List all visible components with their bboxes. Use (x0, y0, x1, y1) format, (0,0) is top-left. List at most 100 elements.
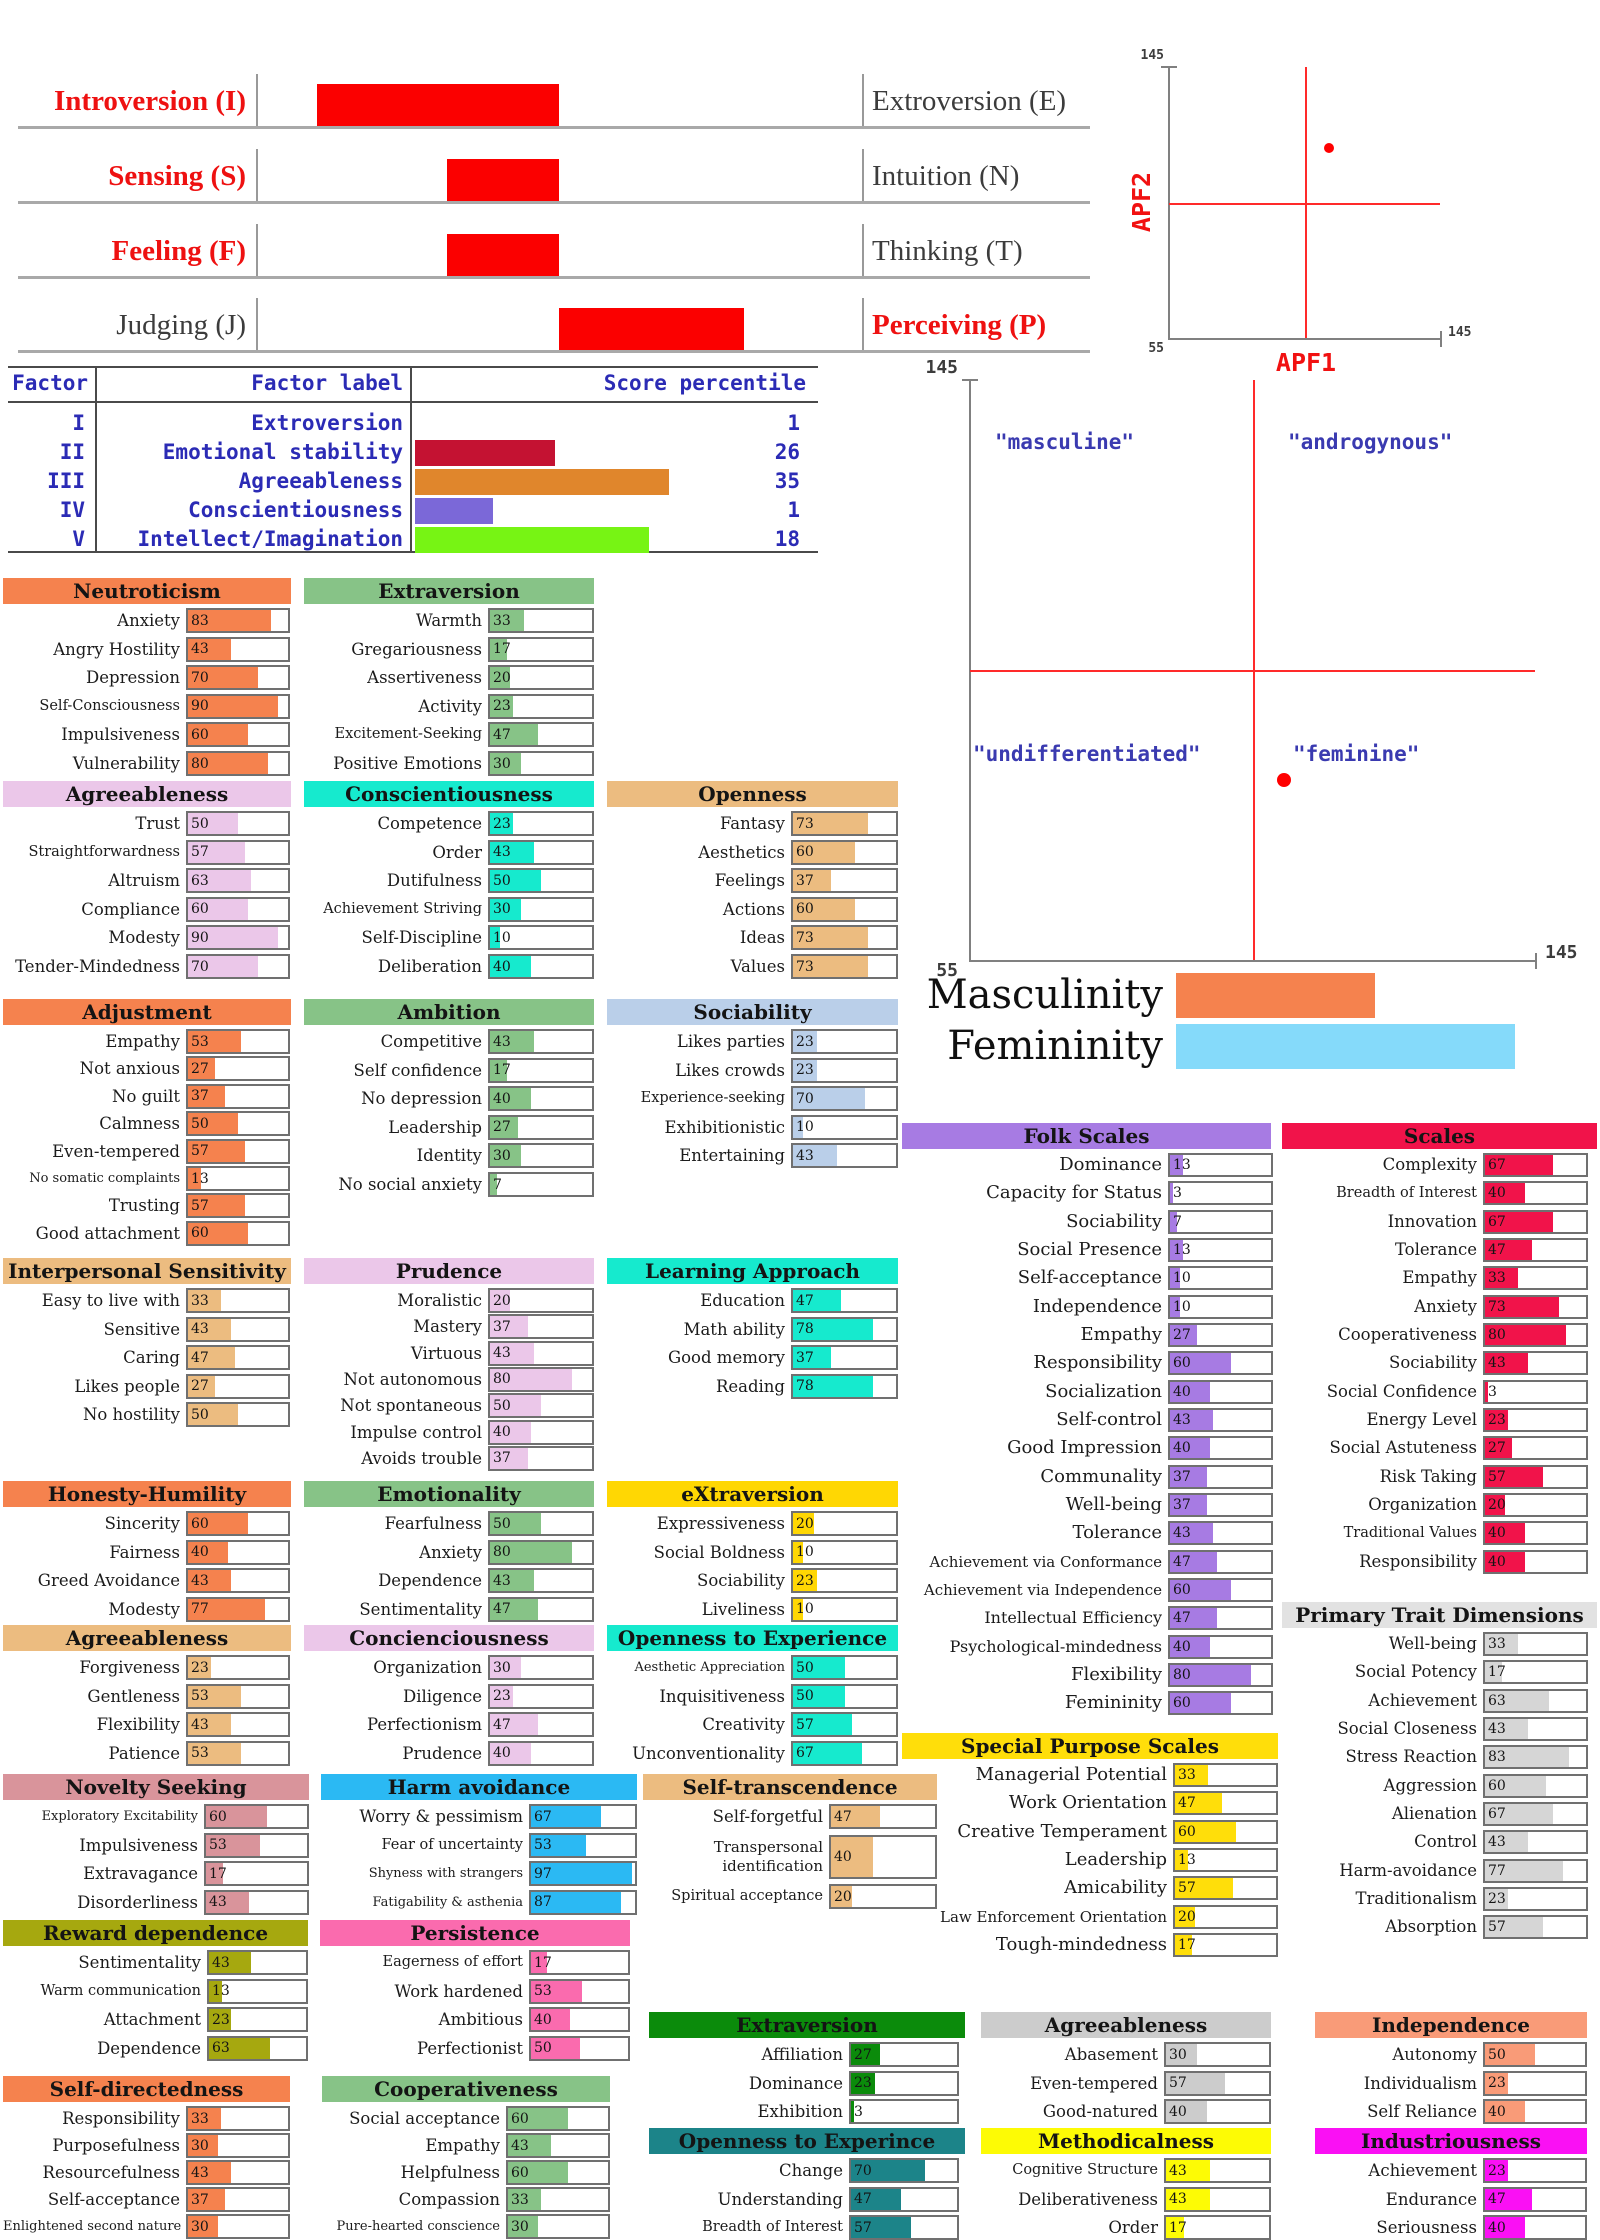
trait-value: 57 (854, 2219, 872, 2236)
panel-title-hogan_sociability: Sociability (607, 999, 898, 1025)
trait-bar-track: 57 (791, 1712, 898, 1738)
factor-table-header: Score percentile (603, 371, 806, 395)
trait-label: Depression (86, 668, 180, 688)
trait-label: Impulsiveness (61, 725, 180, 745)
trait-bar-track: 47 (1168, 1606, 1273, 1631)
panel-title-hex_emotionality: Emotionality (304, 1481, 594, 1507)
trait-value: 43 (493, 1572, 511, 1589)
trait-bar-track: 40 (529, 2007, 630, 2033)
trait-label: Psychological-mindedness (949, 1636, 1162, 1656)
factor-numeral: I (72, 411, 85, 435)
trait-label: Intellectual Efficiency (984, 1608, 1162, 1628)
trait-label: Impulse control (350, 1422, 482, 1442)
trait-bar-fill (188, 1513, 248, 1534)
trait-bar-fill (188, 2108, 221, 2129)
gender-score-bar (1176, 973, 1375, 1018)
trait-bar-track: 30 (488, 751, 594, 776)
trait-bar-fill (793, 1685, 845, 1707)
trait-label: Unconventionality (632, 1743, 785, 1763)
trait-bar-track: 10 (488, 925, 594, 951)
trait-label: Values (730, 957, 785, 976)
trait-bar-fill (1170, 1211, 1178, 1232)
trait-value: 23 (1488, 2162, 1506, 2179)
trait-value: 43 (493, 1033, 511, 1050)
trait-bar-fill (188, 1598, 265, 1620)
trait-value: 60 (191, 726, 209, 743)
trait-value: 23 (1488, 2075, 1506, 2092)
trait-label: Ambitious (438, 2010, 523, 2030)
trait-value: 60 (1173, 1581, 1191, 1598)
trait-label: Creative Temperament (957, 1820, 1167, 1842)
trait-label: Purposefulness (52, 2136, 180, 2155)
trait-bar-track: 47 (1483, 2186, 1587, 2212)
panel-title-bottom_independence: Independence (1315, 2012, 1587, 2038)
trait-value: 10 (796, 1601, 814, 1618)
mbti-baseline (18, 126, 1090, 129)
trait-bar-fill (508, 2108, 568, 2129)
trait-bar-track: 67 (1483, 1801, 1588, 1826)
quadrant-label-undifferentiated: "undifferentiated" (973, 742, 1201, 766)
trait-bar-track: 47 (829, 1804, 937, 1829)
trait-label: Education (700, 1291, 785, 1310)
trait-bar-track: 43 (1483, 1716, 1588, 1741)
trait-bar-fill (1485, 1353, 1529, 1374)
trait-bar-fill (490, 1174, 498, 1195)
trait-label: Even-tempered (52, 1141, 180, 1161)
trait-bar-fill (188, 1685, 241, 1707)
trait-bar-track: 20 (1173, 1904, 1278, 1929)
trait-value: 23 (493, 698, 511, 715)
trait-bar-fill (1485, 1634, 1519, 1654)
trait-bar-track: 40 (1483, 2099, 1587, 2125)
trait-value: 43 (493, 844, 511, 861)
trait-bar-fill (793, 1742, 862, 1764)
trait-bar-track: 27 (849, 2042, 959, 2067)
trait-bar-track: 40 (1164, 2099, 1271, 2125)
trait-bar-fill (851, 2072, 876, 2094)
trait-bar-track: 57 (1173, 1876, 1278, 1901)
trait-bar-fill (1170, 1466, 1208, 1487)
trait-bar-track: 78 (791, 1316, 898, 1342)
trait-bar-track: 73 (791, 954, 898, 979)
trait-bar-fill (188, 898, 248, 920)
trait-label: Good Impression (1007, 1437, 1162, 1459)
apf-x-max-tick: 145 (1448, 325, 1472, 340)
apf_scatter-data-point (1323, 143, 1334, 154)
gender-x-max-tick: 145 (1545, 942, 1578, 963)
panel-title-hex_agreeableness: Agreeableness (3, 1625, 291, 1651)
trait-value: 73 (1488, 1298, 1506, 1315)
trait-label: Self-Discipline (361, 928, 482, 948)
trait-value: 20 (1178, 1908, 1196, 1925)
trait-bar-fill (188, 2216, 218, 2237)
trait-label: Perfectionism (367, 1715, 482, 1735)
trait-value: 43 (1488, 1834, 1506, 1851)
panel-title-neo_extraversion: Extraversion (304, 578, 594, 604)
trait-label: Self-acceptance (47, 2190, 180, 2209)
trait-value: 20 (493, 1292, 511, 1309)
trait-bar-fill (1170, 1183, 1174, 1204)
trait-bar-fill (1485, 2101, 1525, 2123)
trait-bar-fill (188, 753, 268, 774)
trait-label: Tolerance (1072, 1522, 1162, 1544)
mbti-left-label: Feeling (F) (111, 235, 246, 267)
trait-value: 13 (212, 1983, 230, 2000)
trait-bar-track: 40 (1483, 2215, 1587, 2240)
trait-label: Expressiveness (656, 1514, 785, 1533)
trait-label: Eagerness of effort (382, 1954, 523, 1970)
panel-title-neo_conscientiousness: Conscientiousness (304, 781, 594, 807)
trait-value: 83 (1488, 1749, 1506, 1766)
trait-label: Empathy (1080, 1323, 1162, 1345)
trait-bar-track: 43 (1164, 2158, 1271, 2183)
trait-label: Competitive (380, 1032, 482, 1051)
trait-value: 47 (834, 1808, 852, 1825)
trait-value: 33 (1488, 1270, 1506, 1287)
trait-bar-fill (490, 667, 511, 689)
trait-label: Sociability (1389, 1353, 1477, 1373)
trait-value: 80 (1488, 1326, 1506, 1343)
panel-title-tci_reward: Reward dependence (3, 1920, 308, 1946)
trait-label: Exhibition (757, 2102, 843, 2122)
quadrant-label-androgynous: "androgynous" (1288, 430, 1453, 454)
trait-bar-track: 73 (791, 811, 898, 836)
trait-label: Shyness with strangers (368, 1866, 523, 1882)
trait-bar-fill (1485, 1860, 1563, 1881)
